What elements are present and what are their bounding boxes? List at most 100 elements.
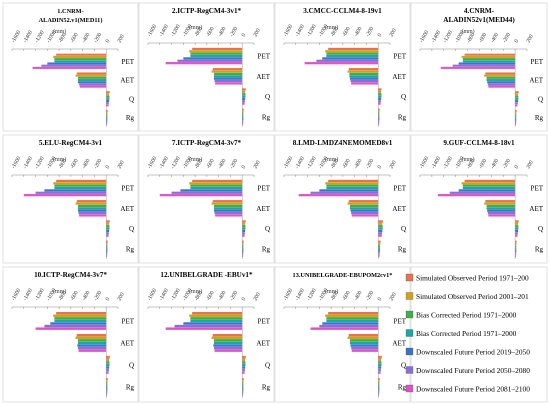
bar-q-series-6 [378,368,381,372]
bar-q-series-5 [106,366,110,369]
legend-swatch [405,310,414,319]
bar-q-series-2 [106,358,110,361]
bar-rg-series-2 [378,380,380,383]
bar-pet-series-3 [190,317,243,320]
bar-rg-series-6 [242,390,244,394]
bar-pet-series-2 [53,55,107,58]
tick-label: -1600 [283,156,295,170]
chart-panel-3: 3.CMCC-CCLM4-8-19v1-1600 -1400 -1200 -1000-… [274,2,411,132]
bar-pet-series-3 [326,317,379,320]
bar-pet-series-3 [54,184,107,187]
tick-label: -200 [365,290,375,302]
bar-aet-series-7 [215,82,243,85]
bar-rg-series-3 [106,114,108,117]
tick-label: -800 [58,290,68,302]
category-label: PET [122,318,135,326]
bar-pet-series-7 [437,194,516,197]
bar-aet-series-2 [347,202,379,205]
bar-pet-series-4 [326,186,379,190]
bar-aet-series-3 [77,204,107,208]
bar-aet-series-5 [213,344,243,347]
bar-q-series-4 [378,363,382,367]
chart-title: 12.UNIBELGRADE -EBUv1* [160,271,253,279]
bar-q-series-7 [242,234,245,237]
bar-q-series-5 [378,366,382,369]
bar-pet-series-5 [183,322,243,325]
bar-aet-series-3 [213,204,243,208]
bar-aet-series-1 [348,333,379,337]
bar-aet-series-5 [487,209,516,212]
bar-q-series-4 [106,227,110,230]
tick-label: 0 [377,32,384,38]
bar-pet-series-2 [53,182,107,185]
bar-q-series-7 [106,104,109,107]
bar-rg-series-4 [378,385,380,389]
category-label: Q [401,93,406,101]
tick-label: -1000 [182,288,194,302]
legend-item-label: Simulated Observed Period 2001–201 [416,292,529,301]
tick-label: -400 [353,158,363,170]
panel-frame [274,2,411,132]
bar-rg-series-1 [515,240,517,243]
bar-q-series-4 [106,363,110,367]
axis-unit-label: (mm) [325,156,338,163]
bar-rg-series-5 [242,250,244,253]
bar-pet-series-4 [54,319,107,323]
tick-label: 200 [253,292,262,302]
bar-aet-series-1 [348,68,379,71]
tick-label: -600 [205,26,215,38]
tick-label: -800 [58,158,68,170]
tick-label: -200 [93,290,103,302]
bar-q-series-5 [242,229,246,233]
bar-pet-series-3 [54,58,107,61]
chart-panel-5: 5.ELU-RegCM4-3v1 -1600 -1400 -1200 -1000 -800… [2,134,139,264]
bar-aet-series-2 [211,336,243,339]
bar-q-series-2 [378,358,382,361]
tick-label: -1200 [442,156,454,170]
tick-label: -600 [341,26,351,38]
tick-label: 0 [241,164,248,170]
category-label: Rg [262,384,271,392]
bar-q-series-1 [106,355,110,359]
bar-rg-series-2 [242,110,244,114]
bar-aet-series-3 [213,72,243,76]
bar-rg-series-2 [378,242,381,246]
chart-panel-10: 12.UNIBELGRADE -EBUv1* -1600 -1400 -1200 -10… [138,266,275,403]
bar-rg-series-6 [106,390,108,394]
bar-rg-series-2 [242,242,244,246]
bar-pet-series-2 [189,182,243,185]
bar-q-series-1 [242,220,246,223]
bar-pet-series-7 [23,194,107,197]
bar-rg-series-6 [242,252,244,255]
bar-aet-series-5 [213,77,243,80]
bar-rg-series-3 [378,383,380,386]
bar-aet-series-6 [487,211,516,215]
category-label: AET [529,205,543,213]
bar-pet-series-1 [56,179,107,183]
bar-q-series-4 [106,97,110,100]
bar-aet-series-4 [213,207,243,210]
bar-aet-series-2 [75,74,107,77]
bar-aet-series-6 [487,83,516,86]
tick-label: -600 [69,158,79,170]
bar-rg-series-7 [242,254,244,258]
bar-aet-series-6 [79,83,107,86]
bar-q-series-2 [106,93,110,96]
bar-rg-series-1 [242,108,244,111]
bar-q-series-1 [515,220,519,223]
category-label: Q [401,362,406,370]
tick-label: -400 [81,290,91,302]
tick-label: -1000 [182,156,194,170]
bar-rg-series-4 [106,385,108,389]
bar-pet-series-7 [304,62,379,65]
bar-q-series-6 [106,232,109,235]
bar-aet-series-7 [488,214,516,217]
legend: Simulated Observed Period 1971–200 Simula… [405,266,548,403]
bar-aet-series-7 [351,214,379,217]
bar-pet-series-3 [462,58,516,61]
bar-q-series-4 [515,227,519,230]
bar-q-series-6 [106,102,109,105]
bar-aet-series-6 [214,79,243,83]
bar-pet-series-3 [190,52,243,55]
category-label: AET [392,73,406,81]
